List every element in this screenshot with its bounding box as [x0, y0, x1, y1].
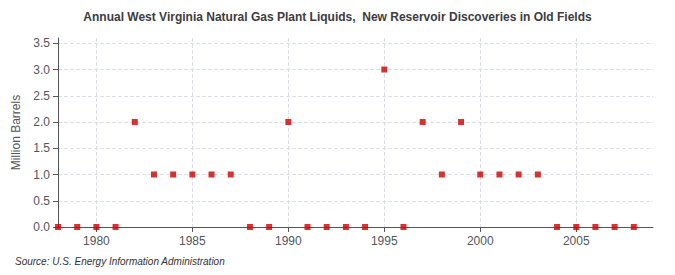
svg-text:1.0: 1.0	[33, 168, 50, 182]
svg-text:0.0: 0.0	[33, 220, 50, 234]
svg-text:2.0: 2.0	[33, 115, 50, 129]
svg-text:2.5: 2.5	[33, 89, 50, 103]
svg-text:1980: 1980	[83, 234, 110, 248]
svg-text:3.0: 3.0	[33, 63, 50, 77]
svg-text:1995: 1995	[371, 234, 398, 248]
svg-text:Annual West Virginia Natural G: Annual West Virginia Natural Gas Plant L…	[83, 10, 592, 24]
svg-text:3.5: 3.5	[33, 36, 50, 50]
svg-text:Million Barrels: Million Barrels	[9, 95, 23, 170]
svg-text:Source: U.S. Energy Informatio: Source: U.S. Energy Information Administ…	[15, 256, 225, 267]
svg-text:1.5: 1.5	[33, 141, 50, 155]
svg-text:1985: 1985	[179, 234, 206, 248]
svg-text:2005: 2005	[563, 234, 590, 248]
svg-text:2000: 2000	[467, 234, 494, 248]
svg-text:0.5: 0.5	[33, 194, 50, 208]
svg-text:1990: 1990	[275, 234, 302, 248]
